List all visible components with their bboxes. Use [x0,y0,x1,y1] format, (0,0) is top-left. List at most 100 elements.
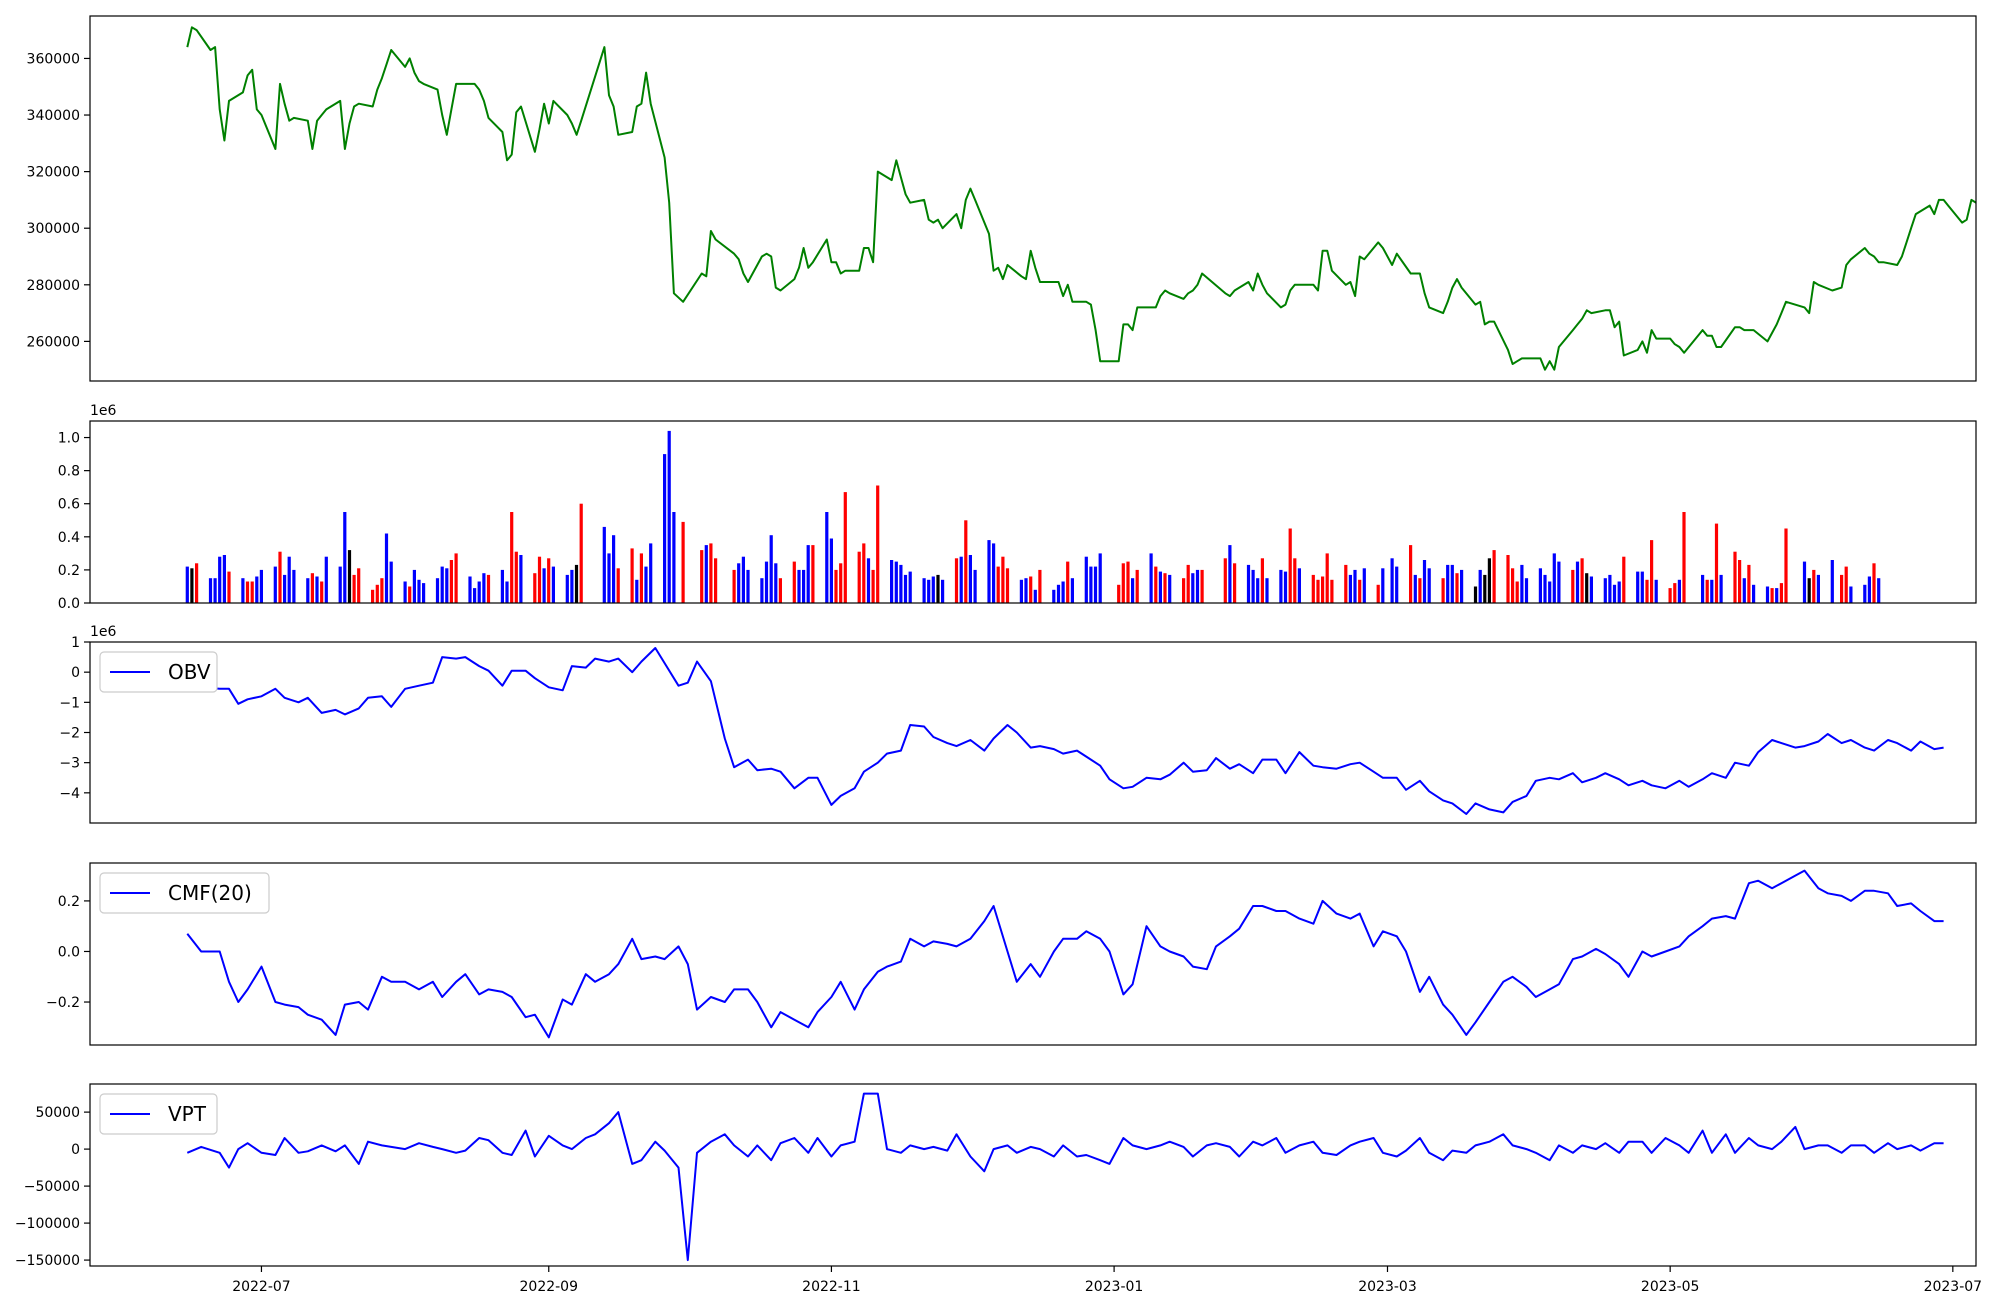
volume-bar [292,569,296,603]
obv-legend-box [99,651,218,693]
volume-bar [1052,589,1056,603]
volume-bar [1131,578,1135,603]
price-y-tick-label: 300000 [27,221,80,237]
volume-bar [1816,574,1820,603]
x-tick-label: 2023-05 [1641,1279,1700,1295]
volume-bar [862,543,866,603]
obv-y-tick-label: 1 [71,635,80,651]
vpt-legend-box [99,1093,218,1135]
cmf-series-line [186,869,1944,1039]
volume-bar [375,584,379,603]
volume-bar [1089,566,1093,603]
volume-bar [1353,569,1357,603]
volume-bar [987,540,991,603]
volume-bar [542,568,546,603]
volume-bar [1186,564,1190,603]
volume-bar [1163,573,1167,603]
volume-bar [1617,581,1621,603]
volume-bar [1784,528,1788,603]
volume-bar [681,521,685,603]
price-axes-frame [89,15,1977,382]
volume-bar [468,576,472,603]
volume-bar [1770,588,1774,603]
volume-bar [551,566,555,603]
volume-bar [1256,578,1260,603]
volume-bar [903,574,908,603]
volume-bar [574,564,579,603]
volume-bar [1872,563,1876,603]
volume-bar [1802,561,1807,603]
volume-bar [644,566,648,603]
obv-series-line [186,647,1944,815]
volume-bar [1038,569,1042,603]
volume-bar [1070,578,1074,603]
vpt-legend-label: VPT [168,1102,207,1126]
volume-bar [1348,574,1352,603]
volume-bar [709,543,713,603]
volume-bar [1191,573,1195,603]
volume-bar [829,538,833,603]
obv-y-tick-label: −3 [59,756,80,772]
volume-bar [1395,566,1399,603]
volume-bar [1260,558,1264,603]
volume-bar [931,576,935,603]
volume-bar [1001,556,1005,603]
volume-bar [992,543,996,603]
volume-bar [1654,579,1658,603]
volume-bar [287,556,291,603]
volume-y-tick-label: 0.6 [58,497,80,513]
price-y-tick-label: 260000 [27,334,80,350]
volume-bar [964,520,968,603]
vpt-marks [186,1092,1944,1262]
volume-bar [1483,574,1487,603]
volume-bar [1168,574,1172,603]
volume-bar [347,550,352,603]
volume-bar [616,568,620,603]
volume-bar [1548,581,1552,603]
volume-bar [1325,553,1329,603]
volume-bar [996,566,1000,603]
volume-bar [1478,569,1482,603]
price-marks [186,26,1976,371]
volume-bar [1098,553,1102,603]
volume-bar [1701,574,1705,603]
volume-bar [1645,579,1649,603]
volume-bar [866,558,871,603]
volume-bar [1321,576,1325,603]
volume-bar [283,574,287,603]
volume-bar [760,578,764,603]
volume-bar [1283,571,1288,603]
volume-bar [1158,571,1162,603]
obv-y-tick-label: −2 [59,726,80,742]
volume-bar [306,578,310,603]
cmf-legend-label: CMF(20) [168,881,252,905]
volume-bar [440,566,444,603]
volume-bar [1362,568,1366,603]
volume-bar [250,581,254,603]
vpt-panel: −150000 −100000 −50000 0 50000 VPT 2022-07 2022… [15,1083,1983,1295]
volume-bar [1506,555,1510,603]
volume-bar [630,548,634,603]
volume-bar [704,545,708,603]
volume-bar [1455,573,1459,603]
volume-bar [649,543,653,603]
volume-bar [1288,528,1292,603]
volume-bar [1390,558,1394,603]
volume-bar [1029,576,1033,603]
volume-bar [1293,558,1297,603]
x-tick-label: 2023-07 [1924,1279,1983,1295]
volume-y-tick-label: 1.0 [58,431,80,447]
volume-bar [352,574,356,603]
volume-bar [320,581,324,603]
volume-bar [672,512,676,603]
volume-bar [1117,584,1121,603]
volume-bar [797,569,801,603]
volume-bar [1752,584,1756,603]
volume-bar [505,581,509,603]
volume-bar [1571,569,1575,603]
volume-bar [1511,568,1515,603]
volume-bar [1849,586,1853,603]
volume-bar [1251,569,1255,603]
volume-bar [1765,586,1770,603]
volume-y-tick-label: 0.4 [58,530,80,546]
